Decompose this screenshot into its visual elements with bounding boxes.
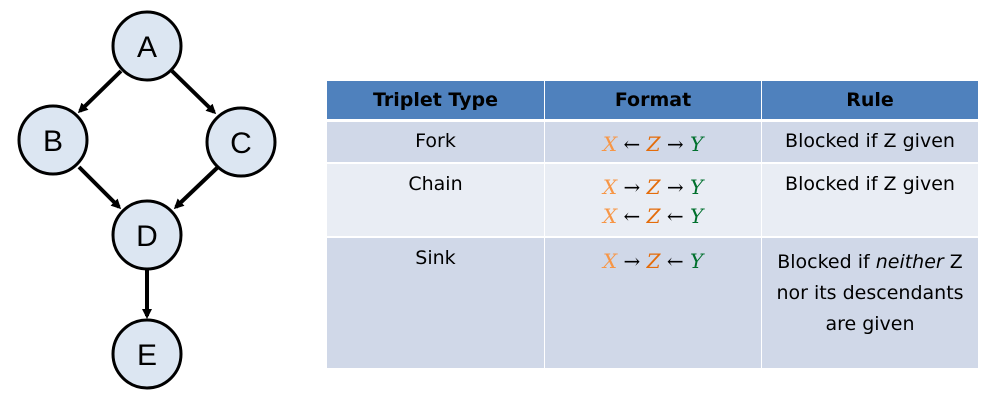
node-b-label: B	[43, 125, 63, 158]
arrow-left: ←	[666, 204, 684, 228]
cell-type-sink: Sink	[327, 236, 544, 368]
arrow-right: →	[623, 175, 641, 199]
table-row-chain: Chain X → Z → Y X ← Z ← Y Blocked if Z g…	[327, 162, 978, 236]
var-x: X	[602, 249, 618, 273]
arrow-left: ←	[623, 132, 641, 156]
var-z: Z	[646, 249, 661, 273]
arrow-left: ←	[666, 249, 684, 273]
cell-rule-chain: Blocked if Z given	[761, 162, 978, 236]
rule-text-after: Z nor its descendants are given	[776, 251, 964, 335]
node-e: E	[111, 318, 183, 390]
edge-b-d	[77, 165, 122, 210]
arrow-right: →	[666, 175, 684, 199]
format-expression: X ← Z → Y	[545, 130, 761, 159]
cell-type-fork: Fork	[327, 122, 544, 162]
cell-format-chain: X → Z → Y X ← Z ← Y	[544, 162, 761, 236]
var-z: Z	[646, 175, 661, 199]
triplet-type-label: Chain	[408, 173, 463, 195]
node-d: D	[111, 199, 183, 271]
var-y: Y	[689, 204, 704, 228]
edge-a-b	[77, 69, 123, 114]
var-y: Y	[689, 132, 704, 156]
rule-text: Blocked if Z given	[785, 173, 955, 195]
edge-a-c	[170, 69, 217, 115]
table-row-fork: Fork X ← Z → Y Blocked if Z given	[327, 122, 978, 162]
triplet-rules-table: Triplet Type Format Rule Fork X ← Z → Y …	[327, 81, 978, 368]
triplet-type-label: Sink	[415, 247, 456, 269]
header-rule: Rule	[761, 81, 978, 122]
rule-text: Blocked if Z given	[785, 130, 955, 152]
var-y: Y	[689, 175, 704, 199]
cell-format-fork: X ← Z → Y	[544, 122, 761, 162]
cell-format-sink: X → Z ← Y	[544, 236, 761, 368]
cell-rule-fork: Blocked if Z given	[761, 122, 978, 162]
causal-graph: A B C D E	[17, 10, 277, 390]
table-header-row: Triplet Type Format Rule	[327, 81, 978, 122]
format-expression: X → Z ← Y	[545, 247, 761, 276]
cell-rule-sink: Blocked if neither Z nor its descendants…	[761, 236, 978, 368]
var-x: X	[602, 175, 618, 199]
var-x: X	[602, 204, 618, 228]
edge-c-d	[173, 165, 220, 210]
node-a-label: A	[137, 31, 157, 64]
table-row-sink: Sink X → Z ← Y Blocked if neither Z nor …	[327, 236, 978, 368]
triplet-type-label: Fork	[415, 130, 456, 152]
arrow-left: ←	[623, 204, 641, 228]
var-z: Z	[646, 132, 661, 156]
nodes: A B C D E	[17, 10, 277, 390]
node-e-label: E	[137, 339, 157, 372]
format-expression: X ← Z ← Y	[545, 202, 761, 231]
header-triplet-type: Triplet Type	[327, 81, 544, 122]
rule-text-before: Blocked if	[777, 251, 876, 273]
var-z: Z	[646, 204, 661, 228]
arrow-right: →	[666, 132, 684, 156]
arrow-right: →	[623, 249, 641, 273]
node-d-label: D	[136, 220, 158, 253]
format-expression: X → Z → Y	[545, 173, 761, 202]
var-y: Y	[689, 249, 704, 273]
rule-text: Blocked if neither Z nor its descendants…	[762, 247, 978, 340]
header-format: Format	[544, 81, 761, 122]
node-a: A	[111, 10, 183, 82]
edges	[77, 69, 220, 319]
node-c: C	[205, 106, 277, 178]
node-c-label: C	[230, 127, 252, 160]
cell-type-chain: Chain	[327, 162, 544, 236]
node-b: B	[17, 104, 89, 176]
rule-text-emphasis: neither	[875, 251, 944, 273]
var-x: X	[602, 132, 618, 156]
